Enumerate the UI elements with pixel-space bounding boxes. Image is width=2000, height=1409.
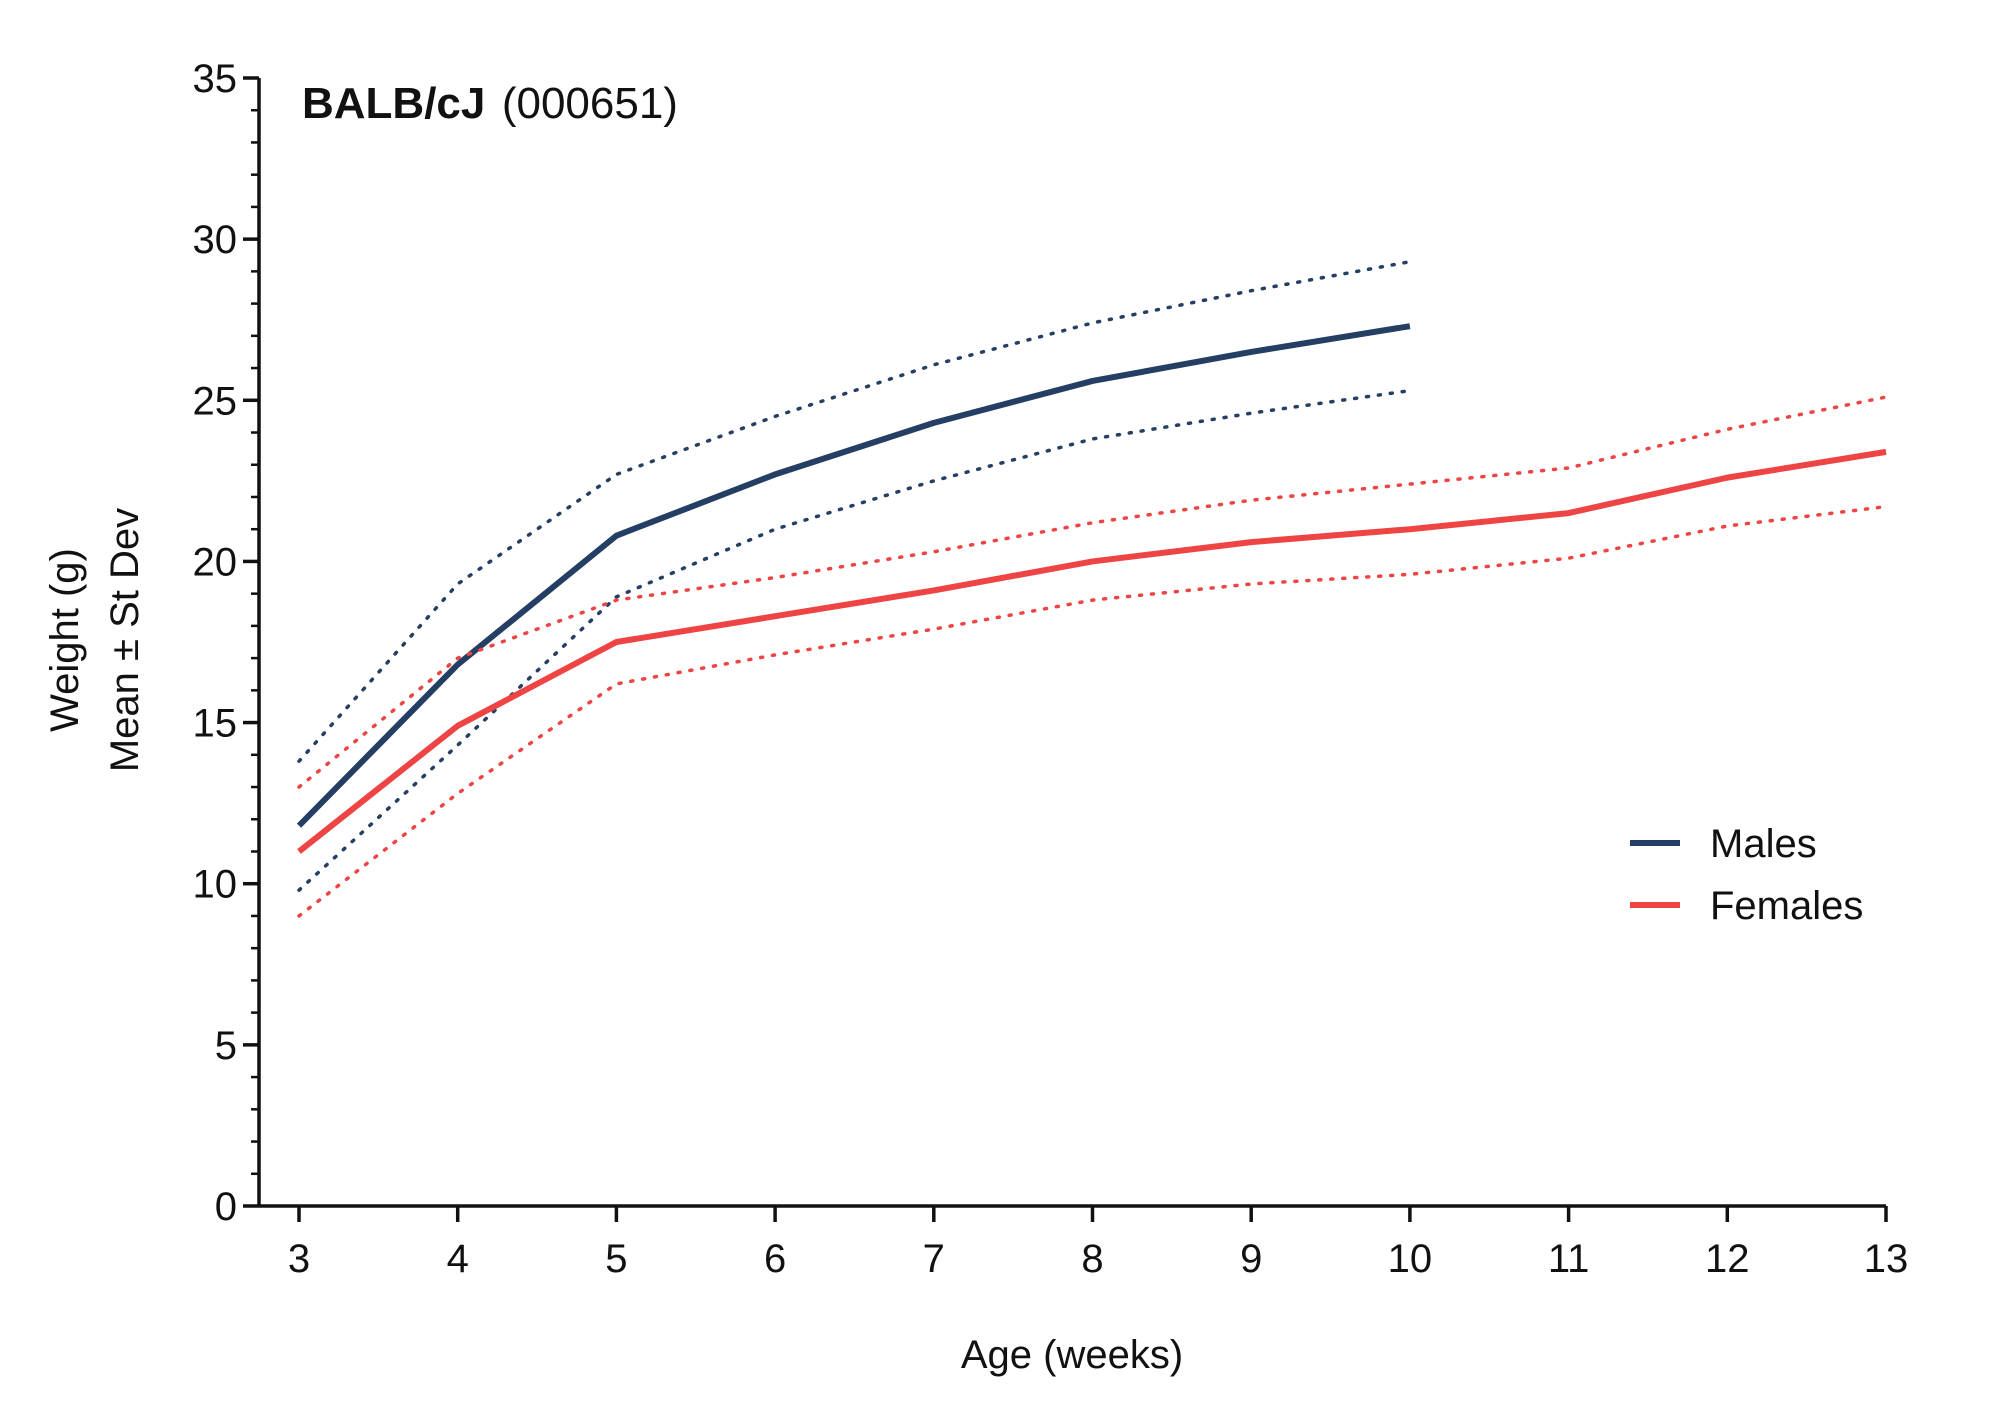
tick-marks [243,76,1888,1222]
x-tick-label: 8 [1081,1237,1103,1281]
legend-label-males: Males [1710,822,1817,866]
chart-title-strain: BALB/cJ [302,79,485,128]
series-females-lower-sd [297,504,1888,918]
series-layer [296,259,1888,918]
y-tick-label: 15 [193,702,238,746]
x-tick-label: 4 [447,1237,469,1281]
x-tick-label: 12 [1705,1237,1750,1281]
y-tick-label: 25 [193,379,238,423]
y-axis-label-line2: Mean ± St Dev [103,508,147,772]
series-females-upper-sd [297,395,1888,789]
x-tick-label: 7 [923,1237,945,1281]
x-tick-label: 10 [1388,1237,1433,1281]
series-males-upper-sd [297,259,1412,763]
x-tick-label: 6 [764,1237,786,1281]
x-axis-label: Age (weeks) [961,1333,1183,1377]
y-tick-label: 5 [215,1024,237,1068]
x-tick-label: 11 [1548,1237,1590,1281]
tick-labels: 0 5 10 15 20 25 30 35 3 4 5 6 7 8 9 10 11 12 13 [193,57,1909,1281]
series-males-lower-sd [297,388,1412,892]
x-tick-label: 13 [1864,1237,1909,1281]
y-tick-label: 20 [193,540,238,584]
y-tick-label: 30 [193,218,238,262]
series-females-mean [297,448,1887,854]
x-tick-label: 5 [605,1237,627,1281]
x-tick-label: 3 [288,1237,310,1281]
series-males-mean [296,323,1411,828]
y-tick-label: 10 [193,863,238,907]
legend: Males Females [1630,822,1863,928]
y-tick-label: 35 [193,57,238,101]
chart-title-stock: (000651) [502,79,678,128]
y-tick-label: 0 [215,1185,237,1229]
legend-label-females: Females [1710,884,1863,928]
y-axis-label-line1: Weight (g) [43,548,87,732]
x-tick-label: 9 [1240,1237,1262,1281]
chart-title: BALB/cJ (000651) [302,79,678,128]
